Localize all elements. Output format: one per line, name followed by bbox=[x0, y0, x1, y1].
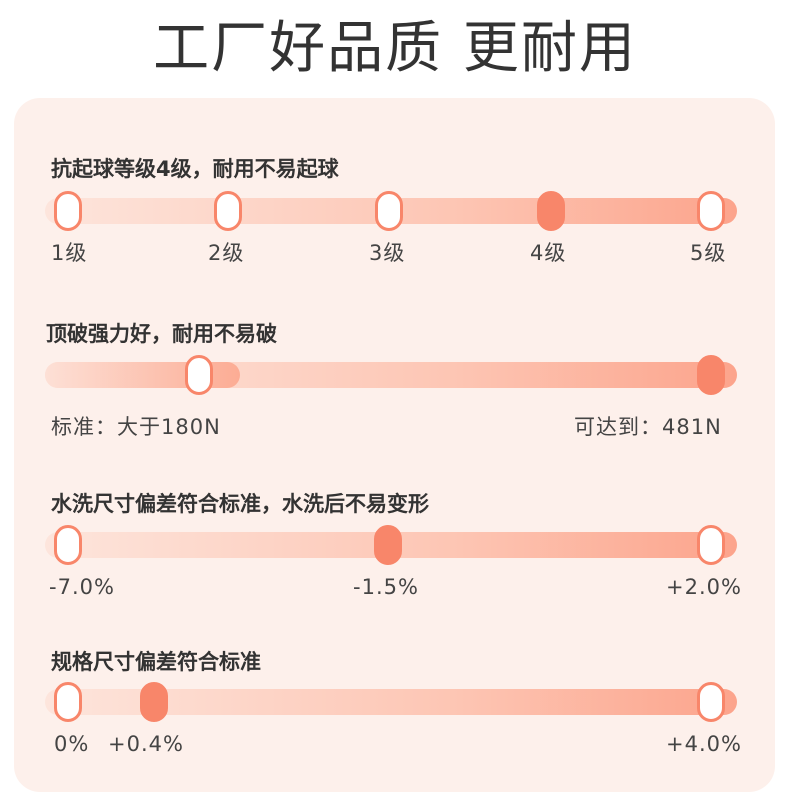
washing-marker-max bbox=[697, 525, 725, 565]
size-marker-value-active bbox=[140, 682, 168, 722]
washing-title: 水洗尺寸偏差符合标准，水洗后不易变形 bbox=[51, 490, 429, 518]
washing-label-max: +2.0% bbox=[666, 574, 742, 600]
size-title: 规格尺寸偏差符合标准 bbox=[51, 648, 261, 676]
size-label-min: 0% bbox=[54, 731, 89, 757]
pilling-marker-4-active bbox=[537, 191, 565, 231]
bursting-achieved-marker bbox=[697, 355, 725, 395]
washing-label-min: -7.0% bbox=[49, 574, 115, 600]
headline: 工厂好品质 更耐用 bbox=[0, 14, 790, 84]
pilling-marker-3 bbox=[375, 191, 403, 231]
pilling-label-1: 1级 bbox=[51, 240, 87, 266]
pilling-label-3: 3级 bbox=[369, 240, 405, 266]
size-label-max: +4.0% bbox=[666, 731, 742, 757]
pilling-marker-5 bbox=[697, 191, 725, 231]
bursting-standard-label: 标准：大于180N bbox=[51, 414, 221, 440]
pilling-title: 抗起球等级4级，耐用不易起球 bbox=[51, 155, 339, 183]
size-marker-max bbox=[697, 682, 725, 722]
washing-marker-value-active bbox=[374, 525, 402, 565]
washing-marker-min bbox=[54, 525, 82, 565]
pilling-label-5: 5级 bbox=[690, 240, 726, 266]
bursting-achieved-label: 可达到：481N bbox=[574, 414, 722, 440]
pilling-marker-2 bbox=[214, 191, 242, 231]
quality-panel: 抗起球等级4级，耐用不易起球 1级 2级 3级 4级 5级 顶破强力好，耐用不易… bbox=[14, 98, 775, 792]
bursting-standard-marker bbox=[185, 355, 213, 395]
size-label-value: +0.4% bbox=[108, 731, 184, 757]
pilling-label-2: 2级 bbox=[208, 240, 244, 266]
size-marker-min bbox=[54, 682, 82, 722]
washing-label-value: -1.5% bbox=[353, 574, 419, 600]
pilling-label-4: 4级 bbox=[530, 240, 566, 266]
pilling-marker-1 bbox=[54, 191, 82, 231]
bursting-title: 顶破强力好，耐用不易破 bbox=[46, 320, 277, 348]
